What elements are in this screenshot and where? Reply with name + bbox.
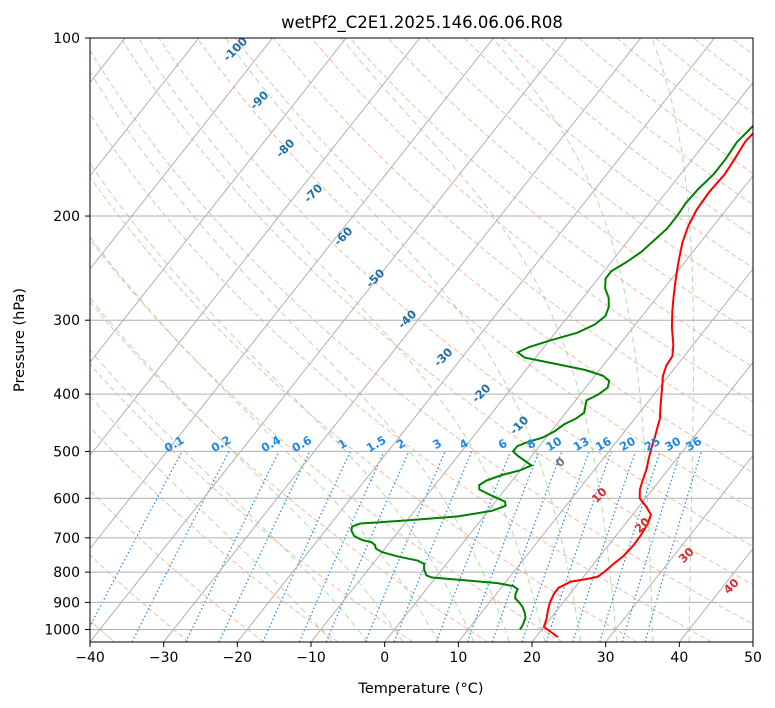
dry-adiabat-line [578,38,753,175]
mixing-ratio-label: 20 [617,434,638,454]
isotherm-line [90,38,347,364]
moist-adiabat-line [492,38,654,642]
sounding-profile-line [542,131,753,638]
x-tick-label: 30 [597,650,615,666]
isotherm-line [90,38,200,177]
y-axis: 100 200 300 400 500 600 700 800 900 1000 [44,31,90,638]
dry-adiabat-line [90,113,712,642]
isotherm-line [90,38,568,642]
y-tick-label: 100 [53,31,80,47]
y-tick-label: 300 [53,313,80,329]
mixing-ratio-line [90,451,183,628]
x-tick-label: −20 [223,650,253,666]
dry-adiabat-line [90,426,339,642]
moist-adiabat-line [90,236,439,642]
moist-adiabat-line [137,38,546,642]
x-axis-title: Temperature (°C) [357,681,483,697]
isotherm-line [605,454,753,642]
moist-adiabat-line [340,38,618,642]
y-tick-label: 500 [53,444,80,460]
y-tick-label: 200 [53,209,80,225]
plot-frame [89,37,754,643]
isotherm-line [384,174,753,642]
dry-adiabat-line [90,363,414,642]
mixing-ratio-line [599,451,661,642]
x-tick-label: 0 [380,650,389,666]
mixing-ratio-label: 36 [683,434,704,454]
dry-adiabat-line [234,38,753,474]
isotherm-line [90,38,494,550]
dry-adiabat-line [90,49,753,625]
y-tick-label: 400 [53,387,80,403]
dry-adiabat-line [425,38,753,301]
dry-adiabat-line-cold [0,38,2,642]
moist-adiabat-line [90,162,475,642]
chart-title: wetPf2_C2E1.2025.146.06.06.R08 [281,13,563,33]
moist-adiabat-line [90,349,369,642]
y-axis-title: Pressure (hPa) [12,288,28,392]
mixing-ratio-label: 13 [571,434,592,454]
isotherm-line [163,38,642,642]
y-tick-label: 900 [53,595,80,611]
series-lines [350,124,753,638]
x-axis: −40 −30 −20 −10 0 10 20 30 40 50 [75,642,762,666]
isotherm-line [90,38,421,457]
moist-adiabat-line [90,297,404,642]
y-tick-label: 800 [53,565,80,581]
isotherm-line [531,361,753,642]
x-tick-label: 50 [744,650,762,666]
dry-adiabat-line [616,38,753,144]
mixing-ratio-line [298,451,385,642]
isotherm-line [90,38,273,270]
mixing-ratio-line [466,451,540,642]
sounding-profile-line [350,124,753,631]
isotherm-line [236,38,715,642]
mixing-ratio-line [521,451,590,642]
background-reference-lines [0,38,775,642]
mixing-ratio-label: 30 [662,434,683,454]
x-tick-label: 20 [523,650,541,666]
mixing-ratio-label: 25 [642,434,663,454]
mixing-ratio-line [572,451,637,642]
plot-background [90,38,753,642]
moist-adiabat-line [651,38,695,642]
mixing-ratio-line [435,451,512,642]
grid-lines [90,38,753,642]
dry-adiabat-line [90,176,638,642]
x-tick-label: −10 [296,650,326,666]
dry-adiabat-line [158,38,753,548]
x-tick-label: 10 [449,650,467,666]
mixing-ratio-label: 10 [543,434,564,454]
dry-adiabat-line [349,38,753,368]
dry-adiabat-line [770,38,775,642]
mixing-ratio-line [325,451,410,642]
y-tick-label: 700 [53,531,80,547]
mixing-ratio-line [364,451,446,642]
x-tick-label: 40 [670,650,688,666]
mixing-ratio-line [491,451,563,642]
mixing-ratio-line [621,451,682,642]
dry-adiabat-line [502,38,753,237]
mixing-ratio-line [545,451,612,642]
dry-adiabat-line [120,38,753,586]
moist-adiabat-line [225,38,582,642]
mixing-ratio-label: 16 [593,434,614,454]
moist-adiabat-line [90,70,510,642]
dry-adiabat-line [273,38,753,438]
isotherm-line [457,268,753,642]
y-tick-label: 1000 [44,622,80,638]
x-tick-label: −40 [75,650,105,666]
x-tick-label: −30 [149,650,179,666]
y-tick-label: 600 [53,491,80,507]
dry-adiabat-line [90,300,488,642]
isotherm-line [752,641,753,642]
